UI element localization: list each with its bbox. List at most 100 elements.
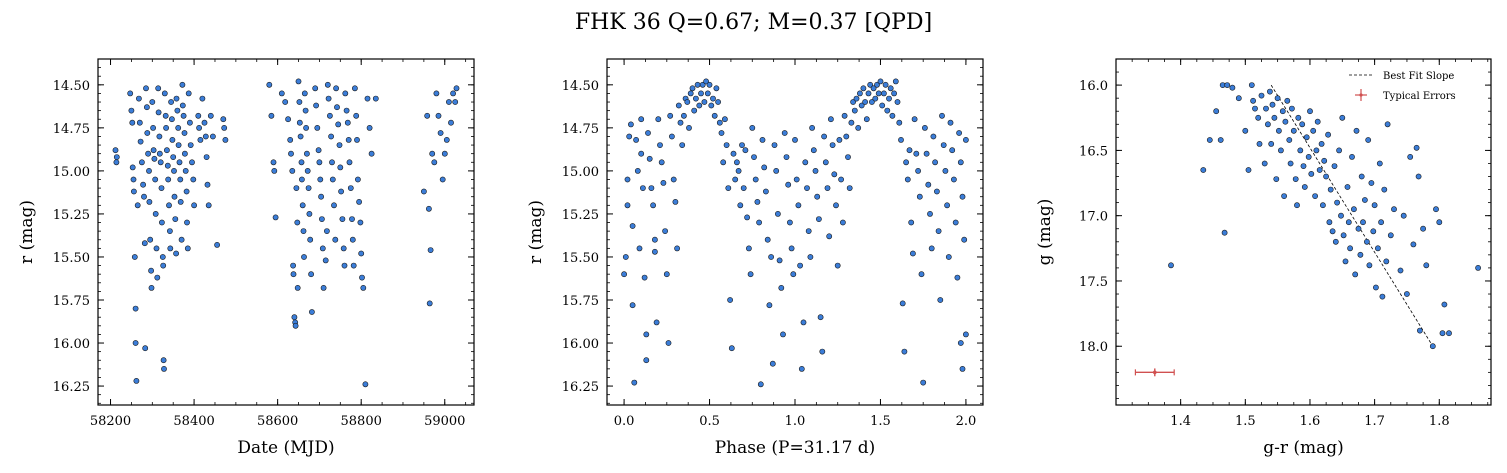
data-point (892, 78, 899, 85)
data-point (886, 95, 892, 102)
data-point (942, 167, 949, 174)
data-point (354, 136, 360, 143)
data-point (781, 130, 788, 136)
data-point (822, 159, 829, 166)
data-point (147, 236, 154, 243)
data-point (626, 133, 633, 140)
data-point (1312, 193, 1318, 199)
data-point (314, 125, 321, 131)
data-point (162, 112, 169, 119)
data-point (650, 202, 656, 209)
data-point (891, 90, 897, 97)
legend-error-marker (1359, 93, 1363, 97)
data-point (187, 142, 194, 148)
data-point (1373, 284, 1379, 291)
data-point (183, 188, 190, 195)
data-point (655, 116, 662, 123)
data-point (913, 150, 920, 157)
data-point (1323, 173, 1329, 180)
data-point (1284, 97, 1291, 104)
data-point (1310, 127, 1317, 134)
data-point (1276, 127, 1282, 134)
data-point (426, 300, 433, 307)
data-point (1365, 137, 1372, 143)
data-point (681, 112, 687, 119)
data-point (1397, 267, 1404, 274)
data-point (1351, 206, 1357, 213)
data-point (318, 193, 324, 200)
data-point (715, 99, 721, 105)
axes-frame (1115, 58, 1492, 406)
data-point (838, 176, 844, 183)
data-point (186, 119, 193, 126)
x-axis-label: Phase (P=31.17 d) (715, 438, 876, 458)
data-point (624, 202, 631, 209)
x-tick-label: 58400 (173, 414, 214, 429)
data-point (296, 119, 303, 126)
data-point (834, 262, 841, 269)
data-point (293, 185, 300, 191)
data-point (648, 185, 655, 191)
data-point (646, 155, 653, 162)
data-point (132, 305, 139, 312)
data-point (143, 104, 150, 111)
data-point (1295, 114, 1302, 121)
data-point (788, 245, 795, 252)
data-point (887, 85, 894, 92)
data-point (783, 154, 790, 160)
data-point (911, 116, 918, 123)
data-point (1256, 140, 1263, 147)
data-point (951, 176, 957, 183)
data-point (299, 202, 306, 209)
data-point (851, 107, 858, 114)
data-point (925, 181, 932, 188)
data-point (732, 176, 739, 183)
data-point (640, 185, 646, 191)
data-point (161, 365, 167, 372)
data-point (425, 205, 432, 212)
data-point (166, 228, 173, 234)
data-point (881, 90, 887, 97)
y-tick-label: 15.75 (53, 294, 90, 309)
data-point (141, 240, 148, 247)
x-tick-label: 59000 (424, 414, 465, 429)
data-point (156, 133, 163, 140)
data-point (840, 219, 846, 226)
data-point (653, 319, 660, 326)
y-tick-label: 14.75 (53, 122, 90, 137)
data-point (826, 233, 833, 240)
data-point (1245, 167, 1252, 173)
data-point (312, 85, 319, 92)
data-point (643, 331, 650, 338)
data-point (1340, 232, 1347, 239)
data-point (158, 219, 165, 226)
data-point (288, 150, 294, 157)
data-point (1292, 176, 1299, 182)
data-point (1294, 202, 1300, 209)
data-point (669, 133, 675, 140)
data-point (1344, 184, 1351, 190)
data-point (1297, 147, 1304, 154)
data-point (1318, 140, 1325, 147)
data-point (694, 81, 701, 88)
data-point (437, 130, 444, 136)
data-point (338, 188, 344, 195)
data-point (1289, 105, 1295, 112)
data-point (679, 142, 686, 148)
data-point (351, 85, 358, 92)
data-point (810, 147, 817, 154)
y-tick-label: 17.5 (1079, 275, 1108, 290)
data-point (624, 176, 631, 183)
data-point (1314, 118, 1321, 125)
data-point (829, 142, 836, 148)
data-point (1446, 330, 1452, 337)
data-point (294, 284, 301, 291)
data-point (158, 185, 165, 191)
data-point (136, 119, 143, 126)
y-tick-label: 16.25 (562, 380, 599, 395)
data-point (1286, 137, 1293, 143)
data-point (166, 202, 172, 209)
data-point (662, 228, 668, 234)
data-point (362, 381, 369, 388)
data-point (1261, 160, 1268, 167)
